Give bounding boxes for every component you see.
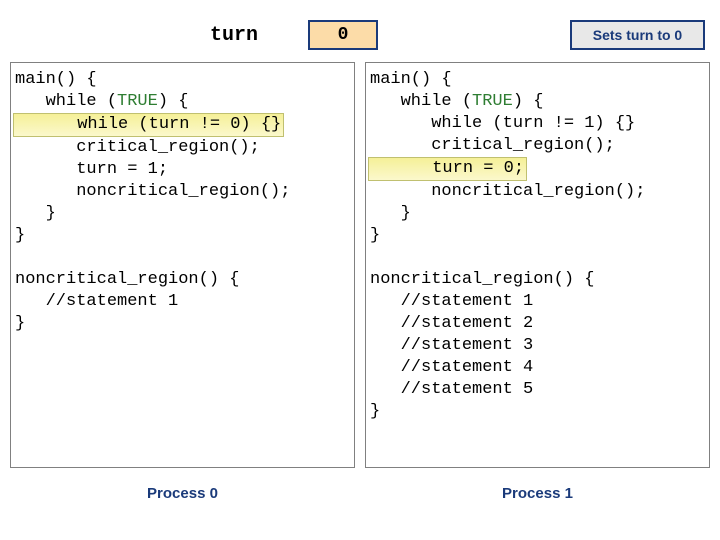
code-line: main() { [15,69,350,91]
blank-line [15,247,350,269]
code-line: } [15,225,350,247]
code-line: turn = 1; [15,159,350,181]
keyword-true: TRUE [117,92,158,111]
code-line: while (TRUE) { [370,91,705,113]
process-0-label: Process 0 [10,485,355,502]
code-line: //statement 5 [370,379,705,401]
blank-line [370,247,705,269]
process-labels-row: Process 0 Process 1 [10,485,710,502]
process-1-panel: main() { while (TRUE) { while (turn != 1… [365,62,710,468]
code-line: critical_region(); [15,137,350,159]
code-line: critical_region(); [370,135,705,157]
code-line: } [370,225,705,247]
code-line: noncritical_region() { [370,269,705,291]
keyword-true: TRUE [472,92,513,111]
code-line-highlighted: turn = 0; [370,157,705,181]
turn-label: turn [210,24,258,47]
top-row: turn 0 Sets turn to 0 [0,20,720,56]
code-line: main() { [370,69,705,91]
process-0-panel: main() { while (TRUE) { while (turn != 0… [10,62,355,468]
code-line: noncritical_region() { [15,269,350,291]
code-panels: main() { while (TRUE) { while (turn != 0… [10,62,710,468]
code-line: while (turn != 1) {} [370,113,705,135]
code-line: //statement 2 [370,313,705,335]
code-line: } [15,313,350,335]
code-line: } [370,203,705,225]
action-caption: Sets turn to 0 [570,20,705,50]
turn-value-box: 0 [308,20,378,50]
process-1-label: Process 1 [365,485,710,502]
code-line: noncritical_region(); [15,181,350,203]
code-line-highlighted: while (turn != 0) {} [15,113,350,137]
code-line: //statement 1 [370,291,705,313]
code-line: while (TRUE) { [15,91,350,113]
code-line: //statement 3 [370,335,705,357]
code-line: } [370,401,705,423]
code-line: //statement 1 [15,291,350,313]
code-line: } [15,203,350,225]
code-line: //statement 4 [370,357,705,379]
code-line: noncritical_region(); [370,181,705,203]
